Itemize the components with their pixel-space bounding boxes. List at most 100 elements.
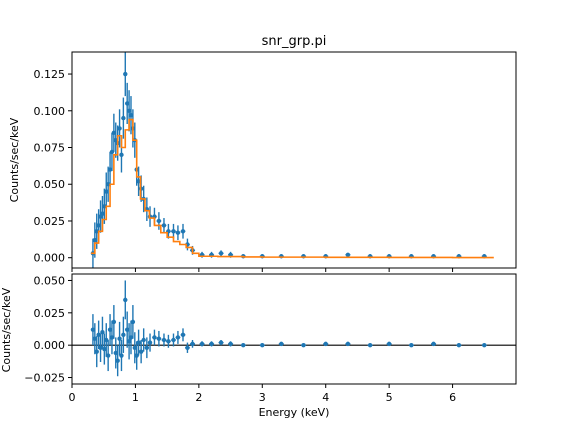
bottom-y-tick-label: 0.050 (34, 274, 66, 287)
data-point (156, 218, 162, 224)
bottom-y-axis-label: Counts/sec/keV (0, 287, 13, 372)
data-point (209, 341, 214, 347)
data-point (199, 341, 205, 347)
data-point (260, 342, 265, 348)
data-point (279, 341, 284, 347)
data-point (107, 167, 113, 172)
data-point (456, 342, 462, 348)
data-point (123, 297, 128, 303)
data-point (218, 340, 224, 345)
bottom-axes-frame (71, 273, 517, 385)
data-point (121, 332, 126, 338)
bottom-x-tick-label: 1 (132, 391, 139, 404)
top-axes-frame (71, 51, 517, 269)
data-point (161, 337, 167, 343)
data-point (345, 341, 351, 347)
data-point (102, 346, 107, 352)
bottom-x-tick-label: 4 (322, 391, 329, 404)
data-point (134, 353, 139, 358)
data-point (152, 335, 157, 340)
data-point (156, 336, 162, 341)
bottom-y-tick-label: 0.025 (34, 307, 66, 320)
data-point (185, 345, 190, 350)
bottom-x-ticks: 0 1 2 3 4 5 6 (69, 384, 456, 404)
top-y-tick-label: 0.000 (34, 252, 66, 265)
data-point (190, 341, 195, 347)
data-point (367, 342, 373, 348)
x-axis-label: Energy (keV) (259, 406, 330, 419)
top-panel: 0.000 0.025 0.050 0.075 0.100 0.125 Counts/se… (8, 51, 517, 272)
data-point (96, 332, 101, 338)
data-point (115, 358, 120, 363)
chart-title: snr_grp.pi (262, 34, 327, 49)
data-point (345, 252, 351, 257)
data-point (98, 345, 103, 350)
data-point (126, 339, 132, 344)
data-point (105, 353, 111, 358)
data-point (241, 342, 246, 348)
data-point (409, 342, 414, 348)
data-point (104, 337, 109, 343)
data-point (166, 339, 171, 344)
data-point (171, 229, 176, 234)
data-point (100, 211, 105, 216)
data-point (161, 223, 167, 228)
bottom-x-tick-label: 2 (195, 391, 202, 404)
data-point (323, 341, 328, 347)
bottom-x-tick-label: 5 (386, 391, 393, 404)
data-point (180, 332, 186, 338)
data-point (92, 336, 98, 341)
data-point (105, 182, 111, 187)
data-point (100, 330, 105, 335)
data-point (128, 335, 134, 340)
top-y-tick-label: 0.100 (34, 105, 66, 118)
data-point (104, 189, 109, 194)
top-y-axis-label: Counts/sec/keV (8, 117, 21, 202)
bottom-y-ticks: −0.025 0.000 0.025 0.050 (24, 274, 72, 385)
data-point (228, 341, 233, 347)
model-step-line (91, 118, 494, 259)
data-point (109, 149, 115, 155)
data-point (138, 349, 144, 354)
top-y-tick-label: 0.075 (34, 142, 66, 155)
bottom-x-tick-label: 6 (449, 391, 456, 404)
data-point (482, 342, 487, 348)
bottom-x-tick-label: 0 (69, 391, 76, 404)
data-point (117, 336, 122, 341)
top-x-ticks (71, 268, 454, 272)
bottom-y-tick-label: −0.025 (24, 372, 65, 385)
data-point (94, 229, 99, 234)
bottom-panel: −0.025 0.000 0.025 0.050 0 1 2 3 4 5 6 Counts/sec… (0, 273, 517, 419)
data-point (113, 350, 118, 356)
bottom-x-tick-label: 3 (259, 391, 266, 404)
data-point (126, 108, 132, 113)
data-point (301, 342, 306, 348)
data-point (124, 327, 130, 332)
data-point (107, 327, 113, 332)
data-point (109, 335, 115, 340)
bottom-y-tick-label: 0.000 (34, 339, 66, 352)
data-point (171, 337, 176, 343)
data-point (111, 130, 117, 136)
data-point (218, 251, 224, 256)
data-point (136, 340, 141, 345)
data-point (121, 115, 126, 121)
top-data-marks (90, 52, 494, 268)
data-point (132, 345, 137, 350)
data-point (111, 319, 117, 325)
top-y-tick-label: 0.025 (34, 215, 66, 228)
data-point (123, 71, 128, 77)
data-point (102, 204, 107, 209)
data-point (180, 229, 186, 234)
data-point (175, 335, 181, 340)
bottom-data-marks (72, 280, 516, 377)
data-point (136, 179, 141, 184)
data-point (141, 337, 146, 343)
data-point (175, 230, 181, 235)
data-point (119, 152, 124, 158)
data-point (147, 340, 153, 345)
data-point (94, 349, 99, 354)
top-y-tick-label: 0.050 (34, 178, 66, 191)
data-point (130, 319, 136, 325)
